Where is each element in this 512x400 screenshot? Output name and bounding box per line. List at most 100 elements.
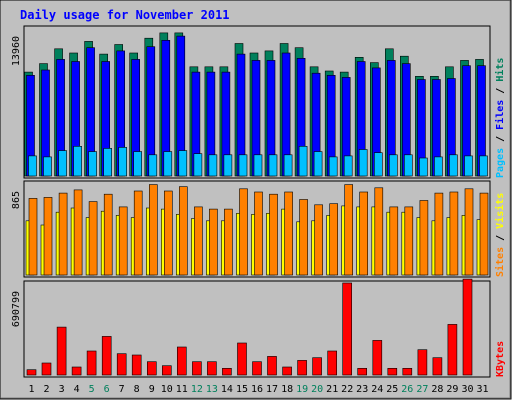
x-tick-label-day-30: 30 [461,384,473,395]
bar-pages-day-25 [388,154,398,177]
x-tick-label-day-19: 19 [296,384,308,395]
bar-kbytes-day-16 [252,361,262,376]
bar-kbytes-day-20 [312,357,322,376]
bar-sites-day-31 [479,192,489,276]
bar-kbytes-day-28 [432,357,443,376]
x-tick-label-day-16: 16 [251,384,263,395]
legend-visits_sites: Sites / Visits [494,193,506,277]
bar-pages-day-29 [449,154,458,177]
bar-sites-day-18 [284,191,293,276]
ymax-label-visits_sites: 865 [11,191,22,209]
bar-pages-day-28 [434,156,443,177]
x-tick-label-day-22: 22 [341,384,353,395]
bar-pages-day-18 [283,154,293,177]
bar-kbytes-day-7 [116,353,127,376]
bar-kbytes-day-9 [147,361,157,376]
ymax-label-hits_files_pages: 13960 [11,36,22,66]
bar-pages-day-30 [464,155,473,177]
bar-kbytes-day-8 [131,354,142,376]
bar-kbytes-day-29 [447,324,458,376]
bar-sites-day-5 [88,201,98,276]
bar-pages-day-19 [298,146,308,177]
bar-kbytes-day-12 [192,361,202,376]
bar-sites-day-15 [239,188,248,276]
x-tick-label-day-6: 6 [104,384,110,395]
x-tick-label-day-18: 18 [281,384,293,395]
x-tick-label-day-3: 3 [59,384,65,395]
x-tick-label-day-25: 25 [386,384,398,395]
x-tick-label-day-9: 9 [149,384,155,395]
bar-pages-day-27 [419,157,428,177]
bar-kbytes-day-26 [402,367,413,376]
bar-pages-day-31 [479,155,488,177]
x-tick-label-day-8: 8 [134,384,140,395]
bar-pages-day-10 [163,151,173,177]
bar-sites-day-1 [28,198,38,276]
legend-entry-hits: Hits [494,58,506,82]
legend-separator: / [495,82,506,100]
bar-sites-day-26 [404,206,414,276]
bar-sites-day-11 [179,186,188,276]
bar-sites-day-17 [269,193,278,276]
bar-sites-day-9 [149,184,158,276]
x-tick-label-day-20: 20 [311,384,323,395]
bar-sites-day-19 [299,199,308,276]
bar-kbytes-day-23 [357,367,368,376]
bar-kbytes-day-4 [71,366,82,376]
bar-pages-day-26 [403,154,413,177]
x-tick-label-day-12: 12 [191,384,203,395]
x-tick-label-day-31: 31 [476,384,488,395]
x-tick-label-day-24: 24 [371,384,383,395]
bar-sites-day-14 [224,208,233,276]
legend-entry-kbytes: KBytes [495,341,506,377]
bar-pages-day-21 [328,156,338,177]
x-tick-label-day-17: 17 [266,384,278,395]
bar-kbytes-day-17 [267,356,277,376]
bar-kbytes-day-30 [462,278,473,376]
bar-sites-day-16 [254,191,263,276]
x-tick-label-day-27: 27 [416,384,428,395]
legend-hits_files_pages: Pages / Files / Hits [494,58,506,178]
x-tick-label-day-7: 7 [119,384,125,395]
bar-sites-day-10 [164,190,173,276]
bar-kbytes-day-14 [222,367,232,376]
bar-kbytes-day-24 [372,340,383,376]
x-tick-label-day-23: 23 [356,384,368,395]
bar-sites-day-28 [434,192,444,276]
bar-kbytes-day-27 [417,349,428,376]
bar-pages-day-8 [133,151,142,177]
bar-kbytes-day-13 [207,361,217,376]
x-tick-label-day-28: 28 [431,384,443,395]
bar-sites-day-30 [464,188,474,276]
legend-entry-pages: Pages [495,148,506,178]
bar-kbytes-day-22 [342,282,353,376]
bar-kbytes-day-21 [327,350,338,376]
x-tick-label-day-11: 11 [176,384,188,395]
bar-pages-day-24 [373,152,383,177]
x-tick-label-day-2: 2 [43,384,49,395]
bar-pages-day-13 [208,154,218,177]
bar-kbytes-day-2 [41,362,52,376]
panel-kbytes [23,280,491,378]
bar-pages-day-14 [223,154,233,177]
bar-sites-day-27 [419,200,429,276]
x-tick-label-day-29: 29 [446,384,458,395]
bar-sites-day-12 [194,206,203,276]
legend-entry-visits: Visits [494,193,506,229]
bar-sites-day-29 [449,191,459,276]
x-tick-label-day-10: 10 [161,384,173,395]
bar-pages-day-6 [103,148,112,177]
bar-kbytes-day-11 [177,346,187,376]
bar-pages-day-2 [43,156,52,177]
ymax-label-kbytes: 690799 [11,291,22,327]
x-tick-label-day-4: 4 [74,384,80,395]
bar-kbytes-day-15 [237,342,247,376]
bar-pages-day-23 [358,149,368,177]
bar-kbytes-day-3 [56,326,67,376]
bar-sites-day-13 [209,208,218,276]
bar-sites-day-4 [73,189,83,276]
bar-kbytes-day-1 [26,369,37,376]
bar-kbytes-day-10 [162,365,172,376]
bar-sites-day-6 [103,193,113,276]
